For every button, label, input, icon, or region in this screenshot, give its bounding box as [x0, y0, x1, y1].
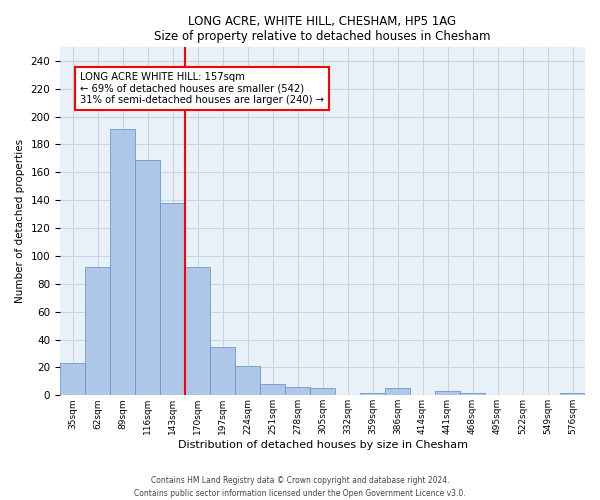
Text: Contains HM Land Registry data © Crown copyright and database right 2024.
Contai: Contains HM Land Registry data © Crown c…	[134, 476, 466, 498]
Bar	[60, 363, 85, 396]
Bar	[460, 392, 485, 396]
Bar	[110, 129, 135, 396]
Bar	[285, 387, 310, 396]
Y-axis label: Number of detached properties: Number of detached properties	[15, 139, 25, 303]
Text: LONG ACRE WHITE HILL: 157sqm
← 69% of detached houses are smaller (542)
31% of s: LONG ACRE WHITE HILL: 157sqm ← 69% of de…	[80, 72, 324, 105]
Bar	[235, 366, 260, 396]
X-axis label: Distribution of detached houses by size in Chesham: Distribution of detached houses by size …	[178, 440, 467, 450]
Bar	[160, 203, 185, 396]
Bar	[260, 384, 285, 396]
Bar	[560, 392, 585, 396]
Bar	[310, 388, 335, 396]
Bar	[385, 388, 410, 396]
Bar	[135, 160, 160, 396]
Bar	[185, 267, 210, 396]
Bar	[85, 267, 110, 396]
Bar	[360, 392, 385, 396]
Bar	[435, 391, 460, 396]
Bar	[210, 346, 235, 396]
Title: LONG ACRE, WHITE HILL, CHESHAM, HP5 1AG
Size of property relative to detached ho: LONG ACRE, WHITE HILL, CHESHAM, HP5 1AG …	[154, 15, 491, 43]
